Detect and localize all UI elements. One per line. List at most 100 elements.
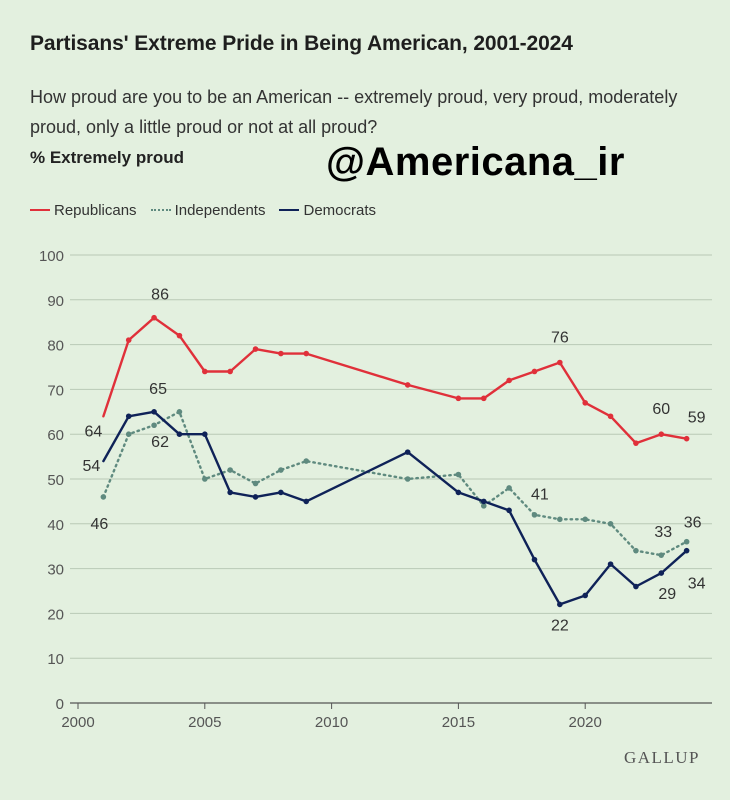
data-label-independents: 62 [151, 434, 169, 451]
series-line-independents [102, 410, 688, 557]
data-point-democrats [658, 570, 665, 576]
data-point-republicans [252, 346, 259, 352]
data-point-republicans [480, 395, 487, 402]
data-point-republicans [455, 395, 462, 402]
data-point-democrats [531, 556, 538, 563]
data-label-democrats: 22 [551, 617, 569, 634]
data-label-republicans: 60 [652, 401, 670, 418]
y-tick-label: 50 [47, 472, 64, 489]
x-tick-label: 2000 [61, 714, 94, 731]
y-tick-label: 60 [47, 427, 64, 444]
data-label-independents: 41 [531, 486, 549, 503]
series-line-democrats [102, 410, 688, 606]
data-point-republicans [658, 431, 665, 438]
y-tick-label: 70 [47, 382, 64, 399]
data-point-democrats [607, 561, 614, 567]
data-point-republicans [303, 350, 310, 357]
data-point-democrats [633, 583, 639, 590]
y-tick-label: 80 [47, 338, 64, 355]
data-point-republicans [531, 368, 538, 375]
data-point-democrats [404, 449, 411, 455]
data-point-independents [303, 458, 310, 464]
data-point-republicans [607, 413, 614, 420]
data-point-democrats [176, 431, 183, 438]
data-label-democrats: 54 [82, 458, 100, 475]
data-point-independents [151, 422, 157, 429]
data-point-republicans [278, 350, 284, 357]
data-point-democrats [202, 431, 208, 438]
y-tick-label: 20 [47, 606, 64, 623]
data-point-independents [683, 538, 690, 545]
data-point-independents [455, 471, 462, 478]
legend-item-republicans: Republicans [30, 202, 137, 219]
data-point-republicans [202, 368, 208, 375]
data-point-democrats [683, 547, 690, 554]
data-label-republicans: 59 [688, 410, 706, 427]
legend-item-independents: Independents [150, 201, 266, 219]
data-label-democrats: 65 [149, 381, 167, 398]
data-point-republicans [582, 400, 588, 406]
chart-title: Partisans' Extreme Pride in Being Americ… [30, 32, 573, 55]
data-point-democrats [506, 507, 512, 514]
data-point-independents [531, 512, 538, 518]
data-point-independents [506, 485, 512, 491]
data-point-republicans [176, 332, 183, 339]
legend-swatch-independents [150, 209, 171, 211]
data-point-republicans [683, 435, 690, 442]
data-point-independents [404, 476, 411, 482]
data-point-democrats [480, 498, 487, 505]
legend-swatch-republicans [30, 209, 50, 211]
watermark-text: @Americana_ir [326, 140, 625, 184]
data-point-democrats [151, 409, 157, 415]
y-tick-label: 0 [56, 696, 64, 713]
data-point-independents [278, 467, 284, 473]
unit-label: % Extremely proud [30, 148, 184, 167]
data-point-democrats [125, 413, 132, 420]
data-point-independents [607, 521, 614, 527]
data-label-democrats: 34 [688, 576, 706, 593]
data-point-independents [252, 480, 259, 487]
data-label-independents: 36 [684, 515, 702, 532]
legend-item-democrats: Democrats [279, 202, 376, 219]
x-tick-label: 2010 [315, 714, 348, 731]
data-label-independents: 33 [654, 524, 672, 541]
data-point-independents [658, 552, 665, 558]
data-point-republicans [506, 377, 512, 384]
data-point-republicans [633, 440, 639, 446]
y-tick-label: 90 [47, 293, 64, 310]
data-point-independents [176, 409, 183, 415]
data-point-republicans [557, 359, 563, 366]
y-tick-label: 10 [47, 651, 64, 668]
x-tick-label: 2005 [188, 714, 221, 731]
chart-subtitle: How proud are you to be an American -- e… [30, 87, 678, 137]
data-point-democrats [278, 489, 284, 496]
data-point-independents [480, 503, 487, 509]
data-point-republicans [227, 368, 233, 375]
series-line-republicans [102, 316, 688, 445]
data-point-democrats [557, 601, 563, 608]
data-point-democrats [582, 592, 588, 599]
data-point-republicans [404, 382, 411, 388]
gallup-logo: GALLUP [623, 748, 700, 767]
legend-label-independents: Independents [174, 201, 266, 219]
data-point-independents [100, 494, 107, 500]
data-point-independents [557, 516, 563, 523]
legend-swatch-democrats [279, 209, 300, 211]
data-point-independents [227, 467, 233, 473]
y-tick-label: 30 [47, 562, 64, 579]
data-label-republicans: 76 [551, 330, 569, 347]
data-point-democrats [227, 489, 233, 496]
data-label-independents: 46 [90, 516, 108, 533]
data-point-independents [633, 547, 639, 554]
y-tick-label: 40 [47, 517, 64, 534]
data-point-democrats [252, 494, 259, 500]
data-label-republicans: 64 [84, 423, 102, 440]
data-label-republicans: 86 [151, 287, 169, 304]
y-tick-label: 100 [39, 248, 64, 265]
data-point-independents [582, 516, 588, 523]
x-tick-label: 2015 [442, 714, 475, 731]
legend: Republicans Independents Democrats [30, 200, 390, 220]
data-point-democrats [303, 498, 310, 505]
legend-label-republicans: Republicans [54, 201, 137, 219]
